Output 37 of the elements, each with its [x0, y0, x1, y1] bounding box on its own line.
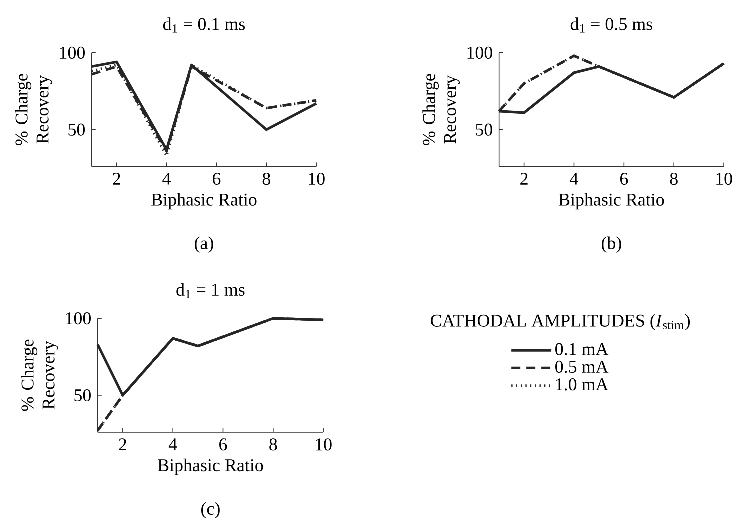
x-axis-title: Biphasic Ratio: [152, 193, 257, 210]
x-tick-label: 10: [309, 173, 325, 186]
x-tick-label: 6: [220, 438, 228, 451]
legend-label: 1.0 mA: [556, 378, 609, 391]
y-axis-title: % Charge Recovery: [15, 74, 53, 146]
x-tick-label: 2: [119, 438, 126, 451]
text: (c): [202, 502, 220, 519]
x-tick-label: 8: [670, 173, 678, 186]
y-tick-label: 100: [60, 47, 85, 60]
text: (b): [602, 236, 622, 254]
y-tick-label: 100: [66, 312, 91, 325]
x-tick-label: 2: [113, 173, 120, 186]
x-tick-label: 8: [262, 173, 270, 186]
x-tick-label: 4: [570, 173, 578, 185]
text: (a): [195, 236, 214, 254]
x-tick-label: 4: [168, 438, 178, 451]
x-axis-title: Biphasic Ratio: [158, 459, 264, 476]
legend-label: 0.1 mA: [556, 343, 609, 356]
legend-title: CATHODAL AMPLITUDES (I$_{stim}$): [430, 314, 690, 331]
chart-title: d$_{1}$ = 0.1 ms: [163, 18, 245, 33]
x-tick-label: 10: [716, 173, 732, 186]
y-tick-label: 100: [468, 47, 492, 60]
x-tick-label: 6: [212, 173, 221, 186]
legend-label: 0.5 mA: [556, 361, 609, 374]
y-axis-title: % Charge Recovery: [21, 340, 59, 412]
x-tick-label: 6: [620, 173, 628, 186]
y-tick-label: 50: [68, 124, 85, 136]
y-axis-title: % Charge Recovery: [422, 74, 460, 146]
x-tick-label: 8: [270, 438, 278, 451]
x-tick-label: 10: [316, 438, 332, 451]
y-tick-label: 50: [74, 390, 91, 402]
y-tick-label: 50: [476, 124, 492, 136]
x-tick-label: 4: [162, 173, 171, 185]
x-axis-title: Biphasic Ratio: [559, 193, 664, 210]
x-tick-label: 2: [520, 173, 528, 186]
chart-title: d$_{1}$ = 0.5 ms: [570, 18, 652, 33]
chart-title: d$_{1}$ = 1 ms: [176, 284, 245, 299]
